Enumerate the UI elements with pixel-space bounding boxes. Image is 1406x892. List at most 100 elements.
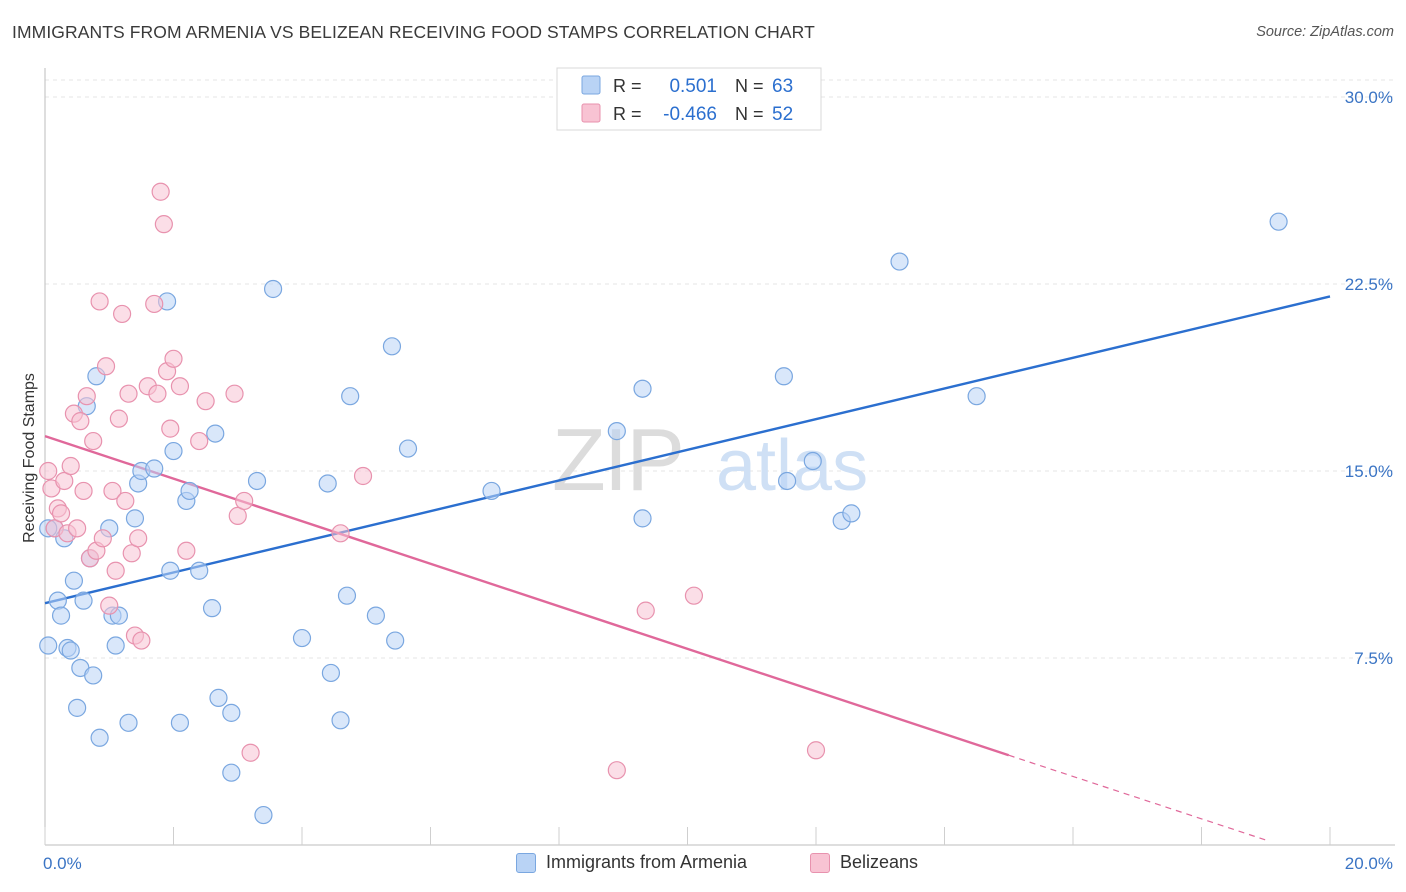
top-legend-frame xyxy=(556,67,822,131)
armenia-point-27 xyxy=(170,713,190,732)
armenia-point-35 xyxy=(222,763,241,782)
points-immigrants-from-armenia xyxy=(39,212,1288,825)
axes xyxy=(44,68,1395,846)
armenia-point-31 xyxy=(202,599,222,618)
belizean-point-26 xyxy=(122,544,141,563)
belizean-point-42 xyxy=(225,384,244,403)
belizean-point-9 xyxy=(68,519,87,538)
y-tick-label-3: 30.0% xyxy=(1345,88,1393,107)
armenia-point-7 xyxy=(68,698,87,717)
armenia-point-2 xyxy=(51,606,71,625)
armenia-point-62 xyxy=(39,636,58,655)
belizean-point-45 xyxy=(241,743,260,762)
belizean-point-47 xyxy=(353,466,373,486)
legend-swatch-belizeans xyxy=(810,852,830,873)
armenia-point-51 xyxy=(633,379,652,398)
belizean-point-21 xyxy=(106,561,125,580)
armenia-point-25 xyxy=(161,561,180,580)
armenia-point-60 xyxy=(1269,212,1288,231)
armenia-point-33 xyxy=(209,688,228,707)
watermark: ZIP atlas xyxy=(552,410,868,509)
belizean-point-39 xyxy=(177,541,196,560)
belizean-point-17 xyxy=(93,529,112,548)
y-tick-labels: 7.5% 15.0% 22.5% 30.0% xyxy=(1345,88,1393,668)
armenia-point-46 xyxy=(382,337,402,356)
legend-n-value-1: 63 xyxy=(772,76,793,97)
armenia-point-54 xyxy=(777,471,797,491)
belizean-point-7 xyxy=(61,456,80,476)
armenia-point-20 xyxy=(125,509,145,528)
chart-title: IMMIGRANTS FROM ARMENIA VS BELIZEAN RECE… xyxy=(12,22,815,42)
armenia-point-50 xyxy=(607,422,626,441)
grid-lines xyxy=(45,79,1395,659)
belizean-point-51 xyxy=(806,741,826,760)
y-tick-label-1: 15.0% xyxy=(1345,462,1393,481)
belizean-point-16 xyxy=(90,292,109,311)
belizean-point-43 xyxy=(228,506,247,525)
armenia-point-57 xyxy=(842,504,861,523)
legend-label-armenia: Immigrants from Armenia xyxy=(546,852,748,872)
armenia-point-40 xyxy=(318,474,337,493)
armenia-point-45 xyxy=(366,606,385,625)
belizean-point-32 xyxy=(148,384,167,403)
armenia-point-14 xyxy=(90,728,109,747)
armenia-point-43 xyxy=(337,586,357,605)
x-tick-label-0: 0.0% xyxy=(43,854,82,873)
x-tick-label-1: 20.0% xyxy=(1345,854,1393,873)
armenia-point-17 xyxy=(106,636,125,655)
legend-r-value-2: -0.466 xyxy=(663,104,717,125)
belizean-point-40 xyxy=(190,431,209,451)
trend-line-belizeans-extension xyxy=(1008,754,1266,841)
y-tick-label-0: 7.5% xyxy=(1354,649,1393,668)
belizean-point-37 xyxy=(164,349,183,368)
armenia-point-5 xyxy=(61,641,80,660)
belizean-point-12 xyxy=(77,387,96,406)
armenia-point-44 xyxy=(341,387,360,406)
armenia-point-47 xyxy=(386,631,405,650)
legend-n-label-2: N = xyxy=(735,104,764,124)
legend-item-armenia: Immigrants from Armenia xyxy=(516,852,747,873)
belizean-point-5 xyxy=(55,471,74,491)
belizean-point-22 xyxy=(109,409,128,428)
belizean-point-50 xyxy=(684,586,704,605)
armenia-point-29 xyxy=(180,481,199,501)
belizean-point-34 xyxy=(154,215,173,234)
belizean-point-48 xyxy=(607,761,626,780)
armenia-point-1 xyxy=(48,591,67,610)
armenia-point-6 xyxy=(64,571,84,590)
armenia-point-34 xyxy=(222,703,241,722)
armenia-point-41 xyxy=(321,663,341,683)
legend-label-belizeans: Belizeans xyxy=(840,852,919,872)
armenia-point-48 xyxy=(398,439,418,458)
armenia-point-36 xyxy=(247,471,267,491)
belizean-point-19 xyxy=(100,596,119,615)
bottom-legend: Immigrants from Armenia Belizeans xyxy=(0,852,1406,876)
belizean-point-36 xyxy=(161,419,180,438)
belizean-point-23 xyxy=(112,304,132,324)
belizean-point-10 xyxy=(71,412,90,431)
watermark-atlas: atlas xyxy=(716,426,868,506)
armenia-point-30 xyxy=(190,561,209,580)
belizean-point-14 xyxy=(84,431,103,451)
top-legend: R = 0.501 N = 63 R = -0.466 N = 52 xyxy=(556,67,822,131)
belizean-point-24 xyxy=(116,491,135,511)
armenia-point-9 xyxy=(74,591,93,610)
belizean-point-33 xyxy=(151,182,170,201)
belizean-point-0 xyxy=(39,461,58,481)
trend-line-armenia xyxy=(44,295,1331,605)
armenia-point-52 xyxy=(633,509,652,528)
legend-n-value-2: 52 xyxy=(772,104,793,125)
belizean-point-11 xyxy=(74,481,93,501)
belizean-point-38 xyxy=(170,377,190,396)
belizean-point-20 xyxy=(103,481,122,501)
y-tick-label-2: 22.5% xyxy=(1345,275,1393,294)
armenia-point-55 xyxy=(803,451,822,471)
armenia-point-23 xyxy=(145,459,164,478)
legend-r-value-1: 0.501 xyxy=(669,76,717,97)
armenia-point-53 xyxy=(774,367,793,386)
legend-item-belizeans: Belizeans xyxy=(810,852,918,873)
belizean-point-31 xyxy=(145,294,164,314)
y-axis-label: Receiving Food Stamps xyxy=(21,373,38,543)
trend-lines xyxy=(44,295,1331,841)
